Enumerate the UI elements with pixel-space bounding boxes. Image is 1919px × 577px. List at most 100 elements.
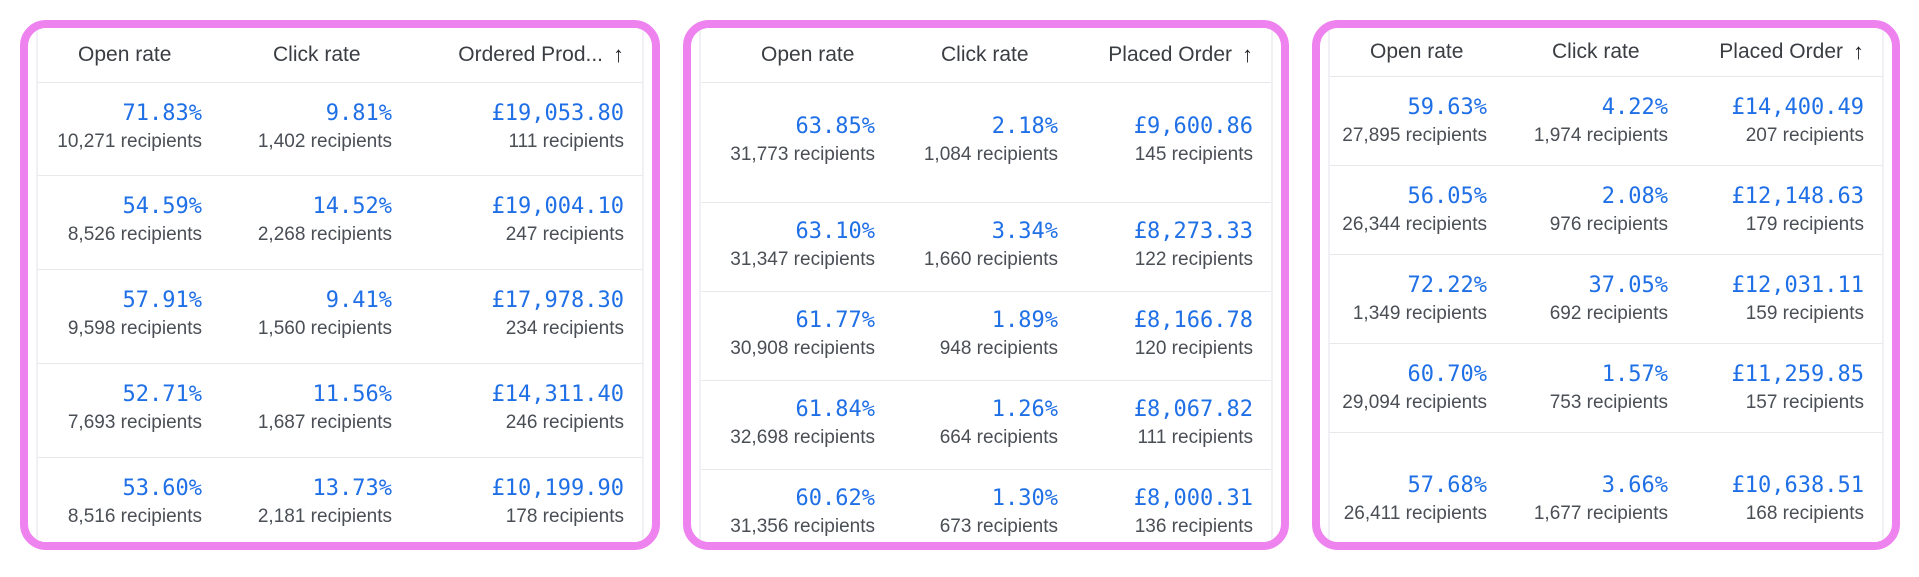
click-rate-cell: 1.89% 948 recipients: [940, 308, 1058, 362]
column-header-click-rate[interactable]: Click rate: [1552, 40, 1640, 63]
click-recipients: 1,677 recipients: [1533, 503, 1668, 524]
ordered-product-value: £19,053.80: [491, 101, 624, 126]
table-row[interactable]: 71.83% 10,271 recipients 9.81% 1,402 recip…: [38, 83, 642, 176]
open-recipients: 8,526 recipients: [67, 224, 202, 245]
placed-order-recipients: 159 recipients: [1745, 303, 1864, 324]
placed-order-value: £11,259.85: [1731, 362, 1864, 387]
click-rate-cell: 1.57% 753 recipients: [1550, 362, 1668, 416]
open-rate-value: 60.70%: [1407, 362, 1487, 387]
placed-order-cell: £11,259.85 157 recipients: [1732, 362, 1864, 416]
click-rate-cell: 2.08% 976 recipients: [1550, 184, 1668, 238]
ordered-product-recipients: 246 recipients: [505, 412, 624, 433]
column-header-open-rate[interactable]: Open rate: [761, 43, 855, 66]
placed-order-cell: £8,273.33 122 recipients: [1134, 219, 1253, 273]
column-header-placed-order[interactable]: Placed Order ↑: [1108, 28, 1253, 82]
placed-order-value: £14,400.49: [1731, 95, 1864, 120]
click-rate-cell: 9.41% 1,560 recipients: [258, 288, 392, 342]
open-rate-cell: 63.10% 31,347 recipients: [730, 219, 875, 273]
open-rate-cell: 52.71% 7,693 recipients: [68, 382, 202, 436]
click-rate-value: 3.34%: [991, 219, 1058, 244]
column-header-click-rate[interactable]: Click rate: [941, 43, 1029, 66]
open-recipients: 7,693 recipients: [67, 412, 202, 433]
open-rate-cell: 57.91% 9,598 recipients: [68, 288, 202, 342]
placed-order-recipients: 111 recipients: [1137, 427, 1253, 448]
placed-order-recipients: 136 recipients: [1134, 516, 1253, 537]
placed-order-cell: £8,000.31 136 recipients: [1134, 486, 1253, 540]
open-rate-value: 57.91%: [122, 288, 202, 313]
table-row[interactable]: 56.05% 26,344 recipients 2.08% 976 recipie…: [1330, 166, 1882, 255]
click-rate-value: 3.66%: [1601, 473, 1668, 498]
ordered-product-value: £19,004.10: [491, 194, 624, 219]
click-rate-value: 4.22%: [1601, 95, 1668, 120]
placed-order-cell: £8,166.78 120 recipients: [1134, 308, 1253, 362]
arrow-up-icon[interactable]: ↑: [1853, 39, 1864, 64]
click-recipients: 1,687 recipients: [257, 412, 392, 433]
table-row[interactable]: 63.85% 31,773 recipients 2.18% 1,084 recip…: [701, 83, 1271, 203]
column-header-open-rate[interactable]: Open rate: [1370, 40, 1464, 63]
open-recipients: 26,411 recipients: [1343, 503, 1487, 524]
click-rate-cell: 37.05% 692 recipients: [1550, 273, 1668, 327]
column-header-open-rate[interactable]: Open rate: [78, 43, 172, 66]
open-recipients: 26,344 recipients: [1342, 214, 1487, 235]
click-rate-value: 1.57%: [1601, 362, 1668, 387]
open-rate-cell: 54.59% 8,526 recipients: [68, 194, 202, 248]
placed-order-value: £12,031.11: [1731, 273, 1864, 298]
open-rate-cell: 57.68% 26,411 recipients: [1344, 473, 1487, 527]
open-rate-value: 56.05%: [1407, 184, 1487, 209]
ordered-product-cell: £10,199.90 178 recipients: [492, 476, 624, 530]
table-row[interactable]: 57.91% 9,598 recipients 9.41% 1,560 recipi…: [38, 270, 642, 364]
table-header: Open rate Click rate Placed Order ↑: [1330, 28, 1882, 77]
ordered-product-cell: £14,311.40 246 recipients: [492, 382, 624, 436]
table-row[interactable]: 57.68% 26,411 recipients 3.66% 1,677 recip…: [1330, 433, 1882, 542]
open-rate-value: 59.63%: [1407, 95, 1487, 120]
placed-order-value: £8,166.78: [1133, 308, 1253, 333]
placed-order-cell: £12,148.63 179 recipients: [1732, 184, 1864, 238]
open-rate-cell: 61.77% 30,908 recipients: [730, 308, 875, 362]
ordered-product-cell: £19,053.80 111 recipients: [492, 101, 624, 155]
ordered-product-cell: £17,978.30 234 recipients: [492, 288, 624, 342]
table-row[interactable]: 63.10% 31,347 recipients 3.34% 1,660 recip…: [701, 203, 1271, 292]
click-recipients: 2,268 recipients: [257, 224, 392, 245]
table-row[interactable]: 59.63% 27,895 recipients 4.22% 1,974 recip…: [1330, 77, 1882, 166]
placed-order-value: £8,067.82: [1133, 397, 1253, 422]
click-rate-value: 13.73%: [312, 476, 392, 501]
table-row[interactable]: 52.71% 7,693 recipients 11.56% 1,687 recip…: [38, 364, 642, 458]
metrics-table-1: Open rate Click rate Ordered Prod... ↑ 7…: [36, 28, 644, 542]
open-recipients: 30,908 recipients: [730, 338, 875, 359]
placed-order-value: £10,638.51: [1731, 473, 1864, 498]
table-row[interactable]: 60.70% 29,094 recipients 1.57% 753 recipie…: [1330, 344, 1882, 433]
open-recipients: 31,356 recipients: [730, 516, 875, 537]
open-recipients: 29,094 recipients: [1342, 392, 1487, 413]
table-row[interactable]: 72.22% 1,349 recipients 37.05% 692 recipie…: [1330, 255, 1882, 344]
table-row[interactable]: 60.62% 31,356 recipients 1.30% 673 recipie…: [701, 470, 1271, 542]
metrics-panel-2: Open rate Click rate Placed Order ↑ 63.8…: [683, 20, 1289, 550]
click-recipients: 976 recipients: [1549, 214, 1668, 235]
ordered-product-value: £10,199.90: [491, 476, 624, 501]
click-recipients: 664 recipients: [939, 427, 1058, 448]
ordered-product-recipients: 234 recipients: [505, 318, 624, 339]
table-row[interactable]: 54.59% 8,526 recipients 14.52% 2,268 recip…: [38, 176, 642, 270]
column-header-placed-order[interactable]: Placed Order ↑: [1719, 28, 1864, 76]
open-rate-value: 53.60%: [122, 476, 202, 501]
table-row[interactable]: 53.60% 8,516 recipients 13.73% 2,181 recip…: [38, 458, 642, 542]
click-rate-value: 14.52%: [312, 194, 392, 219]
column-header-label: Placed Order: [1719, 40, 1843, 63]
open-rate-value: 63.85%: [795, 114, 875, 139]
column-header-click-rate[interactable]: Click rate: [273, 43, 361, 66]
table-header: Open rate Click rate Ordered Prod... ↑: [38, 28, 642, 83]
metrics-table-3: Open rate Click rate Placed Order ↑ 59.6…: [1328, 28, 1884, 542]
click-rate-cell: 9.81% 1,402 recipients: [258, 101, 392, 155]
open-rate-cell: 71.83% 10,271 recipients: [57, 101, 202, 155]
placed-order-cell: £12,031.11 159 recipients: [1732, 273, 1864, 327]
arrow-up-icon[interactable]: ↑: [1242, 42, 1253, 67]
open-rate-cell: 59.63% 27,895 recipients: [1342, 95, 1487, 149]
column-header-ordered-product[interactable]: Ordered Prod... ↑: [458, 28, 624, 82]
table-row[interactable]: 61.84% 32,698 recipients 1.26% 664 recipie…: [701, 381, 1271, 470]
click-rate-cell: 3.34% 1,660 recipients: [924, 219, 1058, 273]
open-rate-value: 61.77%: [795, 308, 875, 333]
click-recipients: 673 recipients: [939, 516, 1058, 537]
arrow-up-icon[interactable]: ↑: [613, 42, 624, 67]
click-rate-cell: 14.52% 2,268 recipients: [258, 194, 392, 248]
click-recipients: 1,402 recipients: [257, 131, 392, 152]
table-row[interactable]: 61.77% 30,908 recipients 1.89% 948 recipie…: [701, 292, 1271, 381]
